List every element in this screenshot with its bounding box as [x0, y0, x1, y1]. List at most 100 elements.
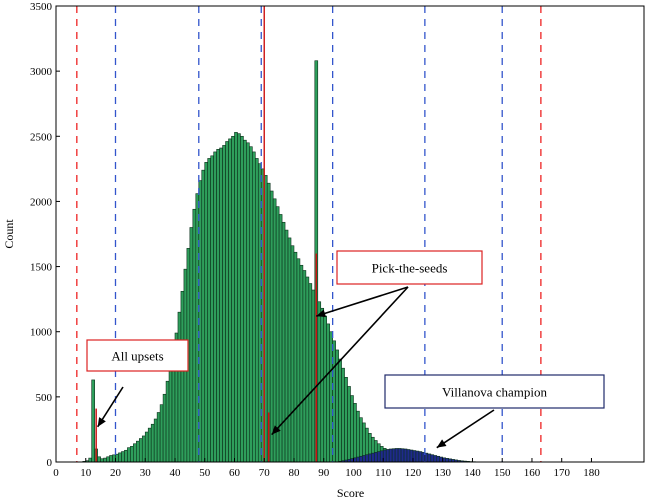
x-tick-label: 120 [405, 467, 422, 479]
annotation-arrow-line [316, 286, 409, 317]
x-tick-label: 50 [199, 467, 211, 479]
annotation-arrow-head [316, 309, 327, 318]
callout-villanova-champion: Villanova champion [384, 374, 605, 409]
histogram-bar-green [281, 221, 286, 463]
histogram-bar-green [165, 380, 170, 463]
histogram-bar-navy [397, 448, 402, 463]
histogram-bar-red [267, 412, 270, 462]
histogram-bar-green [168, 367, 173, 463]
histogram-bar-navy [373, 452, 378, 463]
x-tick-label: 70 [259, 467, 271, 479]
histogram-bar-green [237, 133, 241, 463]
histogram-bar-green [246, 142, 250, 463]
histogram-bar-green [344, 377, 348, 463]
callout-text-all-upsets: All upsets [111, 349, 163, 364]
callout-box-all-upsets [86, 339, 189, 372]
histogram-bar-green [293, 251, 298, 463]
histogram-bar-navy [394, 448, 399, 463]
y-tick-label: 3000 [30, 66, 53, 78]
histogram-bar-navy [385, 449, 390, 463]
histogram-bar-green [133, 443, 137, 463]
histogram-bar-navy [388, 448, 393, 463]
histogram-bar-green [210, 155, 214, 463]
histogram-bar-green [350, 395, 354, 463]
histogram-bar-green [353, 403, 357, 463]
histogram-bar-green [207, 158, 211, 463]
histogram-bar-navy [418, 451, 423, 463]
histogram-bar-green [326, 323, 330, 463]
y-tick-label: 2000 [30, 196, 53, 208]
histogram-bar-navy [362, 455, 366, 463]
histogram-bar-green [192, 208, 197, 463]
histogram-bar-navy [403, 448, 408, 463]
x-tick-label: 170 [553, 467, 570, 479]
x-axis-label: Score [337, 486, 364, 500]
histogram-bar-green [222, 145, 226, 463]
histogram-bar-green [231, 135, 235, 463]
histogram-bar-green [311, 289, 316, 463]
histogram-bar-green [144, 431, 149, 463]
histogram-bar-green [356, 410, 360, 463]
histogram-bar-green [305, 276, 310, 463]
y-tick-label: 3500 [30, 1, 53, 13]
histogram-bar-green [106, 456, 110, 463]
y-tick-label: 2500 [30, 131, 53, 143]
histogram-bar-green [124, 449, 128, 463]
histogram-bar-green [156, 412, 161, 463]
histogram-bar-green [150, 423, 155, 463]
histogram-bar-green [201, 169, 206, 463]
x-tick-label: 20 [110, 467, 122, 479]
histogram-bar-green [121, 451, 125, 463]
x-tick-label: 130 [434, 467, 451, 479]
histogram-bar-green [162, 393, 167, 463]
annotation-arrow-head [97, 417, 106, 427]
histogram-bar-green [257, 163, 262, 463]
y-tick-label: 500 [36, 392, 53, 404]
histogram-bar-green [284, 229, 289, 463]
x-tick-label: 10 [80, 467, 92, 479]
histogram-bar-green [323, 315, 328, 463]
callout-box-villanova-champion [384, 374, 605, 409]
histogram-bar-navy [359, 455, 363, 463]
x-tick-label: 140 [464, 467, 481, 479]
histogram-bar-green [234, 132, 238, 463]
histogram-bar-navy [391, 448, 396, 463]
callout-box-pick-the-seeds [336, 250, 483, 285]
histogram-bar-navy [430, 454, 435, 463]
histogram-bar-navy [368, 453, 372, 463]
histogram-bar-green [272, 198, 277, 463]
x-tick-label: 0 [53, 467, 59, 479]
callout-text-villanova-champion: Villanova champion [442, 385, 547, 400]
histogram-bar-green [249, 146, 253, 463]
histogram-bar-green [130, 446, 134, 463]
histogram-bar-navy [365, 454, 369, 463]
histogram-bar-green [153, 418, 158, 463]
histogram-bar-navy [371, 452, 375, 463]
histogram-bar-green [136, 440, 140, 463]
x-tick-label: 180 [583, 467, 600, 479]
histogram-bar-green [109, 455, 113, 463]
histogram-bar-green [320, 307, 325, 463]
histogram-bar-green [275, 206, 280, 463]
histogram-bar-green [308, 283, 313, 463]
histogram-bar-green [341, 367, 345, 463]
x-tick-label: 30 [140, 467, 152, 479]
histogram-bar-green [127, 447, 131, 463]
histogram-bar-green [204, 162, 209, 463]
histogram-bar-navy [436, 455, 441, 463]
x-tick-label: 150 [494, 467, 511, 479]
histogram-bar-green [228, 138, 232, 463]
y-axis-label: Count [2, 219, 16, 249]
histogram-bar-green [269, 190, 274, 463]
x-tick-label: 90 [318, 467, 330, 479]
bars-layer [82, 60, 479, 463]
histogram-bar-navy [356, 456, 360, 463]
ticks-layer: 0 10 20 30 40 50 60 70 80 90 100 110 120 130 140 150 160… [30, 1, 600, 479]
x-tick-label: 80 [288, 467, 300, 479]
histogram-bar-green [103, 457, 107, 463]
x-tick-label: 60 [229, 467, 241, 479]
histogram-bar-green [290, 245, 295, 463]
y-tick-label: 0 [47, 457, 53, 469]
x-tick-label: 40 [169, 467, 181, 479]
